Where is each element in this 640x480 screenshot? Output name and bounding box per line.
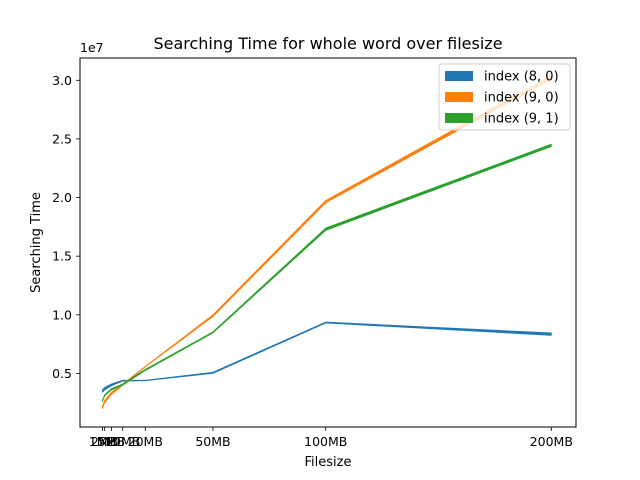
series-band-0	[102, 321, 552, 393]
x-tick-label: 2MB	[91, 434, 118, 449]
x-tick-label: 100MB	[304, 434, 347, 449]
legend-label: index (9, 1)	[484, 112, 559, 127]
y-axis-ticks: 0.5 1.0 1.5 2.0 2.5 3.0	[52, 73, 80, 381]
legend-swatch	[445, 113, 473, 123]
y-tick-label: 2.0	[52, 190, 72, 205]
chart-title: Searching Time for whole word over files…	[153, 34, 502, 53]
x-tick-label: 5MB	[98, 434, 125, 449]
y-tick-label: 2.5	[52, 131, 72, 146]
x-tick-label: 200MB	[530, 434, 573, 449]
x-tick-label: 50MB	[195, 434, 230, 449]
x-tick-label: 10MB	[105, 434, 140, 449]
y-tick-label: 1.5	[52, 249, 72, 264]
legend-label: index (8, 0)	[484, 70, 559, 85]
y-tick-label: 1.0	[52, 307, 72, 322]
plot-frame	[79, 57, 577, 428]
y-axis-label: Searching Time	[29, 192, 44, 293]
x-axis-label: Filesize	[305, 455, 352, 470]
legend-swatch	[445, 71, 473, 81]
y-tick-label: 0.5	[52, 366, 72, 381]
y-tick-label: 3.0	[52, 73, 72, 88]
series-band-2	[102, 143, 552, 402]
y-offset-label: 1e7	[80, 40, 104, 55]
x-tick-label: 20MB	[128, 434, 163, 449]
legend-swatch	[445, 92, 473, 102]
legend: index (8, 0) index (9, 0) index (9, 1)	[438, 63, 571, 131]
legend-label: index (9, 0)	[484, 91, 559, 106]
x-tick-label: 1MB	[89, 434, 116, 449]
